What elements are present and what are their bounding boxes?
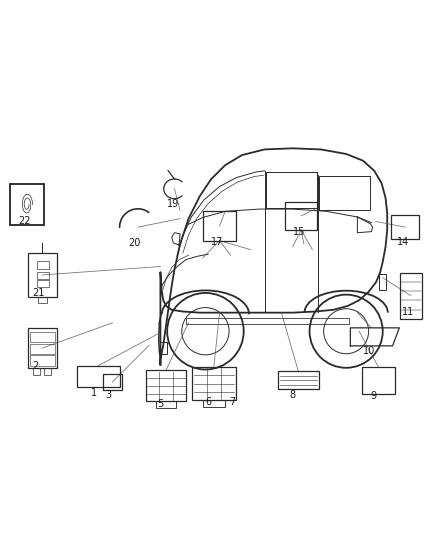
Bar bbox=[38, 297, 46, 303]
Text: 8: 8 bbox=[289, 390, 295, 400]
Text: 2: 2 bbox=[32, 361, 39, 371]
Bar bbox=[10, 184, 44, 225]
Bar bbox=[361, 367, 394, 394]
Bar bbox=[284, 202, 317, 230]
Bar bbox=[30, 356, 54, 366]
Text: 3: 3 bbox=[106, 390, 112, 400]
Bar bbox=[399, 273, 421, 319]
Text: 6: 6 bbox=[205, 397, 211, 407]
Bar bbox=[202, 212, 236, 240]
Bar bbox=[30, 332, 54, 342]
Bar bbox=[44, 368, 51, 375]
Bar bbox=[265, 172, 317, 208]
Bar bbox=[77, 366, 119, 387]
Bar bbox=[30, 344, 54, 354]
Bar bbox=[155, 401, 176, 408]
Bar bbox=[145, 370, 186, 401]
Bar bbox=[33, 368, 40, 375]
Text: 22: 22 bbox=[18, 216, 30, 226]
Bar bbox=[318, 176, 369, 210]
Bar bbox=[36, 272, 49, 279]
Text: 17: 17 bbox=[211, 237, 223, 247]
Bar bbox=[36, 261, 49, 269]
Bar bbox=[36, 280, 49, 287]
Text: 9: 9 bbox=[370, 391, 376, 401]
Text: 1: 1 bbox=[91, 387, 97, 398]
Bar bbox=[277, 371, 318, 389]
Text: 10: 10 bbox=[362, 346, 374, 357]
Bar bbox=[202, 400, 224, 407]
Text: 5: 5 bbox=[157, 399, 163, 409]
Bar bbox=[28, 253, 57, 297]
Bar bbox=[102, 374, 122, 390]
Bar bbox=[378, 274, 385, 290]
Text: 11: 11 bbox=[402, 307, 414, 317]
Bar bbox=[390, 215, 418, 239]
Text: 7: 7 bbox=[229, 397, 235, 407]
Text: 21: 21 bbox=[32, 288, 45, 298]
Text: 15: 15 bbox=[292, 227, 304, 237]
Bar bbox=[191, 367, 235, 400]
Bar bbox=[159, 343, 166, 354]
Text: 19: 19 bbox=[166, 199, 178, 209]
Text: 20: 20 bbox=[128, 238, 140, 248]
Text: 14: 14 bbox=[396, 237, 408, 247]
Bar bbox=[28, 328, 57, 368]
